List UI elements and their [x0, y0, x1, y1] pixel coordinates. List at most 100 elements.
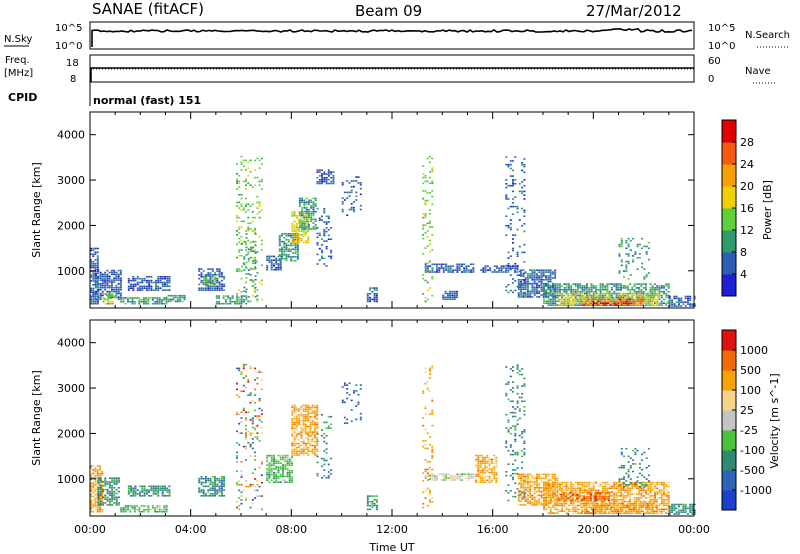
echo-cell [509, 205, 512, 208]
echo-cell [273, 456, 275, 459]
echo-cell [218, 281, 221, 284]
echo-cell [623, 300, 626, 303]
echo-cell [168, 276, 171, 278]
echo-cell [651, 287, 654, 289]
echo-cell [646, 302, 649, 304]
echo-cell [570, 289, 573, 291]
echo-cell [157, 276, 160, 278]
echo-cell [202, 287, 205, 289]
echo-cell [281, 240, 283, 243]
echo-cell [456, 269, 459, 271]
echo-cell [577, 512, 579, 514]
echo-cell [597, 485, 600, 488]
echo-cell [330, 173, 333, 175]
echo-cell [258, 371, 261, 373]
echo-cell [429, 373, 431, 375]
echo-cell [355, 405, 358, 407]
echo-cell [107, 302, 110, 305]
echo-cell [94, 505, 97, 507]
echo-cell [373, 293, 376, 295]
echo-cell [549, 489, 552, 491]
echo-cell [94, 469, 97, 471]
echo-cell [601, 296, 604, 299]
echo-cell [304, 452, 307, 454]
echo-cell [254, 291, 257, 293]
echo-cell [447, 477, 450, 479]
echo-cell [286, 464, 289, 466]
echo-cell [316, 410, 319, 412]
echo-cell [216, 279, 219, 282]
echo-cell [346, 384, 349, 386]
echo-cell [498, 269, 501, 271]
echo-cell [495, 271, 498, 273]
echo-cell [117, 279, 120, 281]
echo-cell [330, 423, 333, 426]
echo-cell [547, 497, 550, 499]
echo-cell [629, 283, 632, 285]
echo-cell [516, 423, 519, 425]
echo-cell [490, 473, 493, 476]
echo-cell [273, 477, 275, 480]
echo-cell [130, 279, 132, 282]
echo-cell [516, 472, 519, 475]
echo-cell [520, 271, 523, 273]
echo-cell [302, 220, 305, 223]
echo-cell [134, 283, 137, 286]
echo-cell [549, 298, 552, 301]
echo-cell [583, 285, 586, 287]
echo-cell [520, 296, 523, 298]
echo-cell [307, 216, 310, 219]
echo-cell [256, 424, 259, 427]
echo-cell [119, 288, 122, 291]
echo-cell [431, 400, 434, 402]
echo-cell [538, 475, 541, 478]
echo-cell [291, 213, 294, 215]
echo-cell [341, 182, 344, 184]
echo-cell [536, 282, 538, 285]
echo-cell [300, 237, 303, 240]
echo-cell [101, 484, 104, 486]
echo-cell [680, 301, 683, 303]
echo-cell [643, 268, 646, 270]
echo-cell [552, 491, 555, 493]
echo-cell [283, 240, 286, 243]
echo-cell [565, 502, 568, 505]
echo-cell [94, 283, 97, 286]
echo-cell [211, 483, 214, 486]
echo-cell [654, 290, 656, 293]
echo-cell [424, 489, 427, 492]
echo-cell [302, 442, 305, 445]
echo-cell [549, 302, 552, 304]
echo-cell [426, 222, 429, 225]
echo-cell [536, 292, 538, 294]
echo-cell [251, 483, 254, 486]
echo-cell [514, 429, 517, 431]
echo-cell [576, 292, 579, 295]
echo-cell [159, 277, 162, 280]
echo-cell [444, 292, 447, 295]
echo-cell [507, 224, 510, 227]
echo-cell [143, 489, 146, 491]
echo-cell [445, 269, 448, 271]
echo-cell [131, 301, 134, 303]
echo-cell [590, 300, 593, 303]
echo-cell [240, 461, 243, 463]
echo-cell [558, 487, 561, 490]
echo-cell [318, 247, 321, 250]
echo-cell [323, 459, 326, 462]
echo-cell [268, 464, 271, 466]
echo-cell [99, 465, 102, 467]
echo-cell [521, 181, 524, 183]
echo-cell [224, 301, 227, 303]
echo-cell [220, 283, 223, 286]
echo-cell [236, 234, 238, 236]
echo-cell [122, 297, 125, 299]
echo-cell [275, 462, 278, 464]
echo-cell [651, 292, 654, 295]
echo-cell [115, 500, 118, 502]
echo-cell [258, 415, 261, 417]
echo-cell [516, 364, 519, 366]
echo-cell [295, 222, 298, 225]
echo-cell [547, 489, 550, 491]
echo-cell [154, 279, 157, 282]
